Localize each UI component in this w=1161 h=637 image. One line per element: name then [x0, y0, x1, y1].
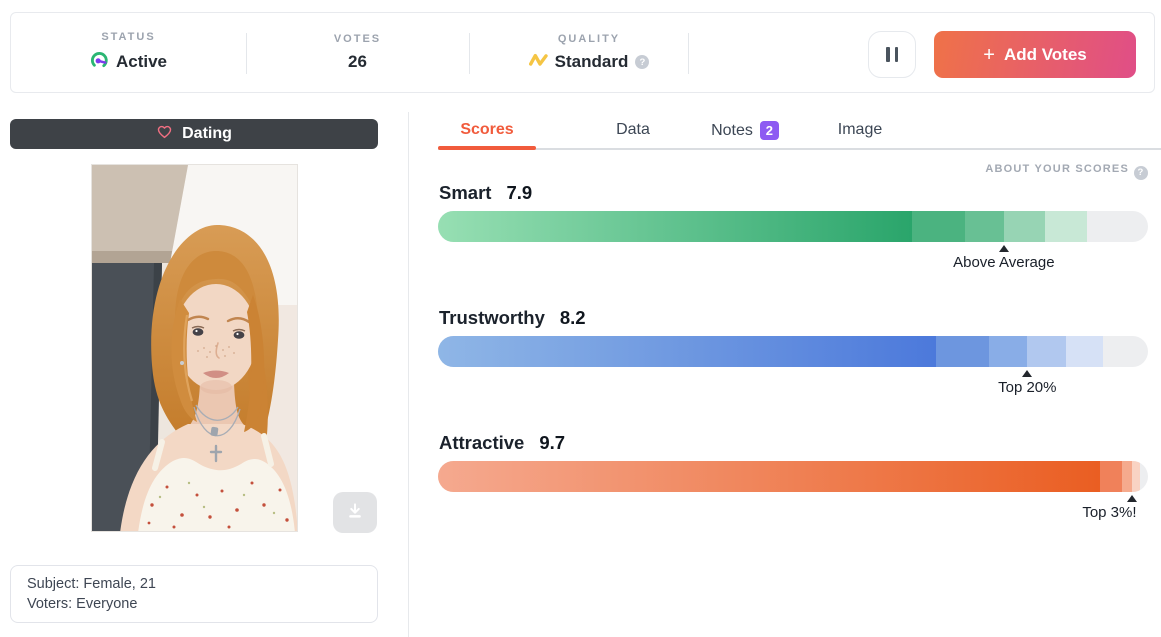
about-scores-help-icon[interactable]: ? — [1134, 165, 1148, 180]
score-trait-label: Trustworthy — [439, 307, 545, 328]
quality-label: QUALITY — [557, 33, 621, 45]
tab-image-label: Image — [837, 121, 883, 138]
quality-stat: QUALITY Standard ? — [469, 13, 709, 92]
score-value: 7.9 — [506, 182, 533, 203]
plus-icon: + — [983, 43, 995, 66]
divider — [469, 33, 470, 74]
zigzag-icon — [528, 52, 548, 72]
score-distribution-bar — [438, 336, 1148, 367]
votes-value: 26 — [348, 52, 367, 71]
subject-line: Subject: Female, 21 — [27, 576, 156, 592]
pause-test-button[interactable] — [868, 31, 916, 78]
download-icon — [345, 501, 365, 524]
tab-notes[interactable]: Notes 2 — [690, 121, 800, 140]
voters-line: Voters: Everyone — [27, 596, 138, 612]
header-card: STATUS Active VOTES 26 QUALITY — [10, 12, 1155, 93]
status-value: Active — [115, 52, 168, 71]
divider — [688, 33, 689, 74]
download-photo-button[interactable] — [333, 492, 377, 533]
score-percentile-label: Top 20% — [998, 379, 1057, 396]
test-photo — [91, 164, 298, 532]
score-value: 9.7 — [539, 432, 566, 453]
score-row-trustworthy: Trustworthy 8.2 Top 20% — [438, 307, 1148, 427]
score-trait-label: Attractive — [439, 432, 525, 453]
active-tab-underline — [438, 146, 536, 150]
notes-count-badge: 2 — [759, 121, 779, 140]
votes-stat: VOTES 26 — [246, 13, 469, 92]
tab-image[interactable]: Image — [823, 121, 897, 139]
status-stat: STATUS Active — [11, 13, 246, 92]
score-percentile-label: Above Average — [953, 254, 1055, 271]
category-label: Dating — [182, 125, 232, 142]
about-your-scores-link[interactable]: ABOUT YOUR SCORES? — [438, 163, 1148, 180]
tab-underline — [438, 148, 1161, 150]
score-distribution-bar — [438, 211, 1148, 242]
tab-data[interactable]: Data — [558, 121, 708, 139]
score-marker-icon — [998, 245, 1009, 252]
add-votes-button[interactable]: + Add Votes — [934, 31, 1136, 78]
votes-label: VOTES — [333, 33, 382, 45]
score-marker-icon — [1022, 370, 1033, 377]
tab-scores[interactable]: Scores — [438, 121, 536, 139]
score-distribution-bar — [438, 461, 1148, 492]
tab-data-label: Data — [616, 121, 650, 138]
pause-icon — [886, 47, 890, 62]
score-value: 8.2 — [559, 307, 586, 328]
tab-notes-label: Notes — [711, 121, 753, 139]
score-trait-label: Smart — [439, 182, 492, 203]
heart-icon — [156, 123, 173, 145]
quality-value: Standard — [554, 52, 629, 71]
tab-scores-label: Scores — [460, 121, 514, 138]
results-panel: Scores Data Notes 2 Image ABOUT YOUR SCO… — [438, 0, 1161, 637]
test-settings-box: Subject: Female, 21 Voters: Everyone — [10, 565, 378, 623]
gauge-icon — [90, 50, 109, 74]
score-row-attractive: Attractive 9.7 Top 3%! — [438, 432, 1148, 552]
divider — [246, 33, 247, 74]
status-label: STATUS — [101, 31, 156, 43]
test-category-banner: Dating — [10, 119, 378, 149]
score-percentile-label: Top 3%! — [1082, 504, 1137, 521]
add-votes-label: Add Votes — [1003, 44, 1087, 64]
score-row-smart: Smart 7.9 Above Average — [438, 182, 1148, 302]
panel-divider — [408, 112, 409, 637]
score-marker-icon — [1126, 495, 1137, 502]
quality-help-icon[interactable]: ? — [635, 55, 650, 69]
